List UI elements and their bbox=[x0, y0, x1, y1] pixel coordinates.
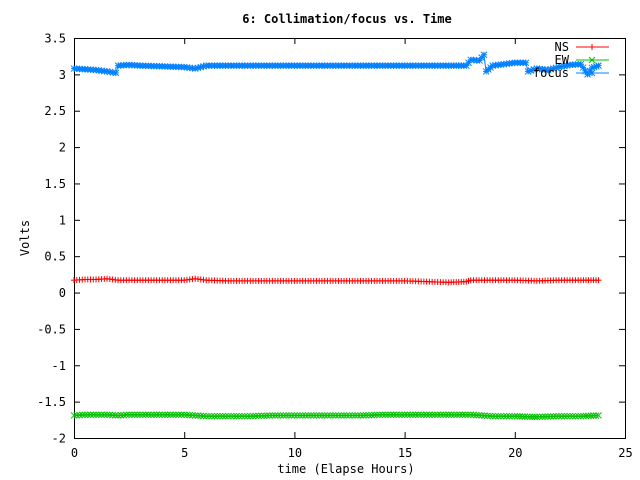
x-tick-label: 0 bbox=[71, 446, 78, 460]
x-axis-label: time (Elapse Hours) bbox=[277, 462, 414, 476]
y-tick-label: -0.5 bbox=[37, 322, 66, 336]
y-tick-label: -2 bbox=[52, 432, 66, 446]
x-tick-label: 25 bbox=[618, 446, 632, 460]
plot-frame bbox=[74, 38, 626, 439]
x-tick-label: 5 bbox=[181, 446, 188, 460]
x-tick-label: 10 bbox=[288, 446, 302, 460]
y-tick-label: 1.5 bbox=[44, 177, 66, 191]
y-tick-label: 0.5 bbox=[44, 250, 66, 264]
legend-label: focus bbox=[533, 66, 569, 80]
y-tick-label: 1 bbox=[59, 213, 66, 227]
y-tick-label: 3 bbox=[59, 68, 66, 82]
y-tick-label: 3.5 bbox=[44, 32, 66, 46]
y-tick-label: 2 bbox=[59, 141, 66, 155]
series-layer bbox=[70, 51, 602, 421]
legend-label: EW bbox=[555, 53, 570, 67]
x-tick-label: 20 bbox=[508, 446, 522, 460]
series-ew-markers bbox=[70, 411, 602, 421]
y-tick-label: 0 bbox=[59, 286, 66, 300]
y-tick-label: -1 bbox=[52, 359, 66, 373]
series-ns-line bbox=[71, 275, 602, 286]
axis-ticks: 0 5 10 15 20 25 -2 -1.5 -1 -0.5 0 0.5 1 1.5 2 2.5 3 3.5 bbox=[37, 32, 633, 461]
series-focus-markers bbox=[70, 51, 602, 78]
series-focus-line bbox=[70, 51, 602, 78]
legend-item-ns: NS bbox=[555, 40, 609, 54]
chart-title: 6: Collimation/focus vs. Time bbox=[242, 12, 452, 26]
x-tick-label: 15 bbox=[398, 446, 412, 460]
y-tick-label: -1.5 bbox=[37, 395, 66, 409]
legend-item-focus: focus bbox=[533, 66, 609, 80]
y-axis-label: Volts bbox=[18, 220, 32, 256]
series-ew-line bbox=[70, 411, 602, 421]
legend-item-ew: EW bbox=[555, 53, 609, 67]
series-ns-markers bbox=[71, 275, 602, 286]
y-tick-label: 2.5 bbox=[44, 104, 66, 118]
legend-label: NS bbox=[555, 40, 569, 54]
